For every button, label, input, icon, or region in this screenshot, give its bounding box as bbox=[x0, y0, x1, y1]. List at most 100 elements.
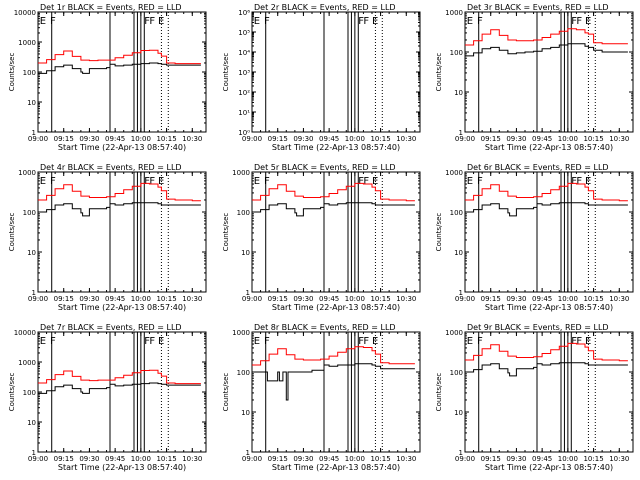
marker-letter: E bbox=[372, 336, 378, 347]
lld-series-line bbox=[252, 346, 415, 366]
x-tick-label: 09:30 bbox=[293, 455, 313, 463]
chart-title: Det 3r BLACK = Events, RED = LLD bbox=[467, 3, 609, 12]
y-axis-label: Counts/sec bbox=[435, 213, 443, 252]
x-tick-label: 09:00 bbox=[28, 135, 48, 143]
x-tick-label: 09:45 bbox=[319, 295, 339, 303]
x-tick-label: 09:00 bbox=[28, 455, 48, 463]
marker-letter: F bbox=[358, 176, 364, 187]
x-tick-label: 09:15 bbox=[54, 135, 74, 143]
x-tick-label: 09:30 bbox=[506, 135, 526, 143]
chart-panel-5: Det 5r BLACK = Events, RED = LLD 1 10 100 10… bbox=[222, 163, 421, 312]
y-tick-label: 100 bbox=[23, 389, 36, 397]
chart-panel-7: Det 7r BLACK = Events, RED = LLD 1 10 100 10… bbox=[8, 323, 207, 472]
x-tick-label: 09:30 bbox=[79, 455, 99, 463]
marker-letter: E bbox=[585, 176, 591, 187]
y-tick-label: 1000 bbox=[18, 39, 36, 47]
x-tick-label: 10:15 bbox=[156, 455, 176, 463]
y-tick-label: 10 bbox=[241, 249, 250, 257]
x-tick-label: 10:15 bbox=[370, 455, 390, 463]
chart-panel-4: Det 4r BLACK = Events, RED = LLD 1 10 100 10… bbox=[8, 163, 207, 312]
x-tick-label: 10:00 bbox=[558, 295, 578, 303]
x-tick-label: 09:30 bbox=[506, 295, 526, 303]
y-tick-label: 100 bbox=[23, 209, 36, 217]
x-tick-label: 09:45 bbox=[532, 455, 552, 463]
x-tick-label: 10:00 bbox=[558, 135, 578, 143]
y-tick-label: 10 bbox=[454, 409, 463, 417]
marker-letter: F bbox=[358, 336, 364, 347]
marker-letter: F bbox=[149, 16, 155, 27]
marker-letter: E bbox=[158, 16, 164, 27]
y-axis-label: Counts/sec bbox=[435, 373, 443, 412]
plot-frame bbox=[251, 11, 421, 133]
marker-letter: E bbox=[467, 16, 473, 27]
marker-letter: E bbox=[585, 16, 591, 27]
x-tick-label: 09:45 bbox=[105, 135, 125, 143]
y-tick-label: 10 bbox=[241, 409, 250, 417]
x-tick-label: 10:00 bbox=[345, 455, 365, 463]
x-tick-label: 10:00 bbox=[345, 295, 365, 303]
x-tick-label: 09:15 bbox=[481, 455, 501, 463]
y-tick-label: 1 bbox=[32, 129, 36, 137]
x-tick-label: 09:00 bbox=[242, 135, 262, 143]
marker-letter: F bbox=[576, 336, 582, 347]
marker-letter: E bbox=[372, 176, 378, 187]
y-tick-label: 100 bbox=[237, 209, 250, 217]
chart-title: Det 7r BLACK = Events, RED = LLD bbox=[40, 323, 182, 332]
x-tick-label: 10:00 bbox=[558, 455, 578, 463]
y-tick-label: 10⁴ bbox=[238, 49, 250, 57]
y-axis-label: Counts/sec bbox=[222, 373, 230, 412]
marker-letter: F bbox=[477, 16, 483, 27]
marker-letter: F bbox=[149, 336, 155, 347]
y-tick-label: 1000 bbox=[445, 169, 463, 177]
x-tick-label: 09:15 bbox=[54, 455, 74, 463]
x-axis-label: Start Time (22-Apr-13 08:57:40) bbox=[58, 303, 186, 312]
x-tick-label: 09:00 bbox=[28, 295, 48, 303]
y-tick-label: 100 bbox=[23, 69, 36, 77]
x-tick-label: 10:15 bbox=[370, 295, 390, 303]
chart-title: Det 9r BLACK = Events, RED = LLD bbox=[467, 323, 609, 332]
x-tick-label: 10:15 bbox=[583, 135, 603, 143]
plot-frame bbox=[37, 11, 207, 133]
y-tick-label: 10 bbox=[454, 89, 463, 97]
y-axis-label: Counts/sec bbox=[8, 213, 16, 252]
x-axis-label: Start Time (22-Apr-13 08:57:40) bbox=[485, 463, 613, 472]
marker-letter: E bbox=[467, 176, 473, 187]
chart-panel-8: Det 8r BLACK = Events, RED = LLD 1 10 100 10… bbox=[222, 323, 421, 472]
events-series-line bbox=[465, 43, 628, 57]
y-tick-label: 1 bbox=[459, 129, 463, 137]
x-tick-label: 09:15 bbox=[268, 295, 288, 303]
x-tick-label: 09:30 bbox=[293, 135, 313, 143]
events-series-line bbox=[465, 202, 628, 217]
x-tick-label: 10:30 bbox=[182, 295, 202, 303]
marker-letter: F bbox=[50, 176, 56, 187]
chart-title: Det 1r BLACK = Events, RED = LLD bbox=[40, 3, 182, 12]
chart-panel-2: Det 2r BLACK = Events, RED = LLD 10⁰ 10¹ 10… bbox=[222, 3, 421, 152]
x-tick-label: 09:45 bbox=[319, 135, 339, 143]
x-axis-label: Start Time (22-Apr-13 08:57:40) bbox=[485, 143, 613, 152]
y-tick-label: 10 bbox=[454, 249, 463, 257]
marker-letter: F bbox=[358, 16, 364, 27]
events-series-line bbox=[38, 202, 201, 217]
x-tick-label: 10:30 bbox=[396, 455, 416, 463]
x-tick-label: 10:15 bbox=[156, 295, 176, 303]
y-tick-label: 1000 bbox=[445, 9, 463, 17]
chart-title: Det 6r BLACK = Events, RED = LLD bbox=[467, 163, 609, 172]
y-tick-label: 10⁵ bbox=[238, 29, 250, 37]
marker-letter: F bbox=[144, 176, 150, 187]
marker-letter: F bbox=[571, 336, 577, 347]
y-axis-label: Counts/sec bbox=[222, 53, 230, 92]
chart-panel-1: Det 1r BLACK = Events, RED = LLD 1 10 100 10… bbox=[8, 3, 207, 152]
lld-series-line bbox=[465, 342, 628, 362]
x-tick-label: 10:30 bbox=[609, 455, 629, 463]
marker-letter: F bbox=[149, 176, 155, 187]
x-axis-label: Start Time (22-Apr-13 08:57:40) bbox=[58, 143, 186, 152]
marker-letter: F bbox=[571, 16, 577, 27]
marker-letter: E bbox=[254, 336, 260, 347]
marker-letter: E bbox=[467, 336, 473, 347]
events-series-line bbox=[38, 382, 201, 394]
x-tick-label: 09:00 bbox=[455, 135, 475, 143]
x-tick-label: 10:00 bbox=[131, 135, 151, 143]
marker-letter: F bbox=[477, 336, 483, 347]
lld-series-line bbox=[465, 28, 628, 46]
x-tick-label: 10:15 bbox=[583, 455, 603, 463]
